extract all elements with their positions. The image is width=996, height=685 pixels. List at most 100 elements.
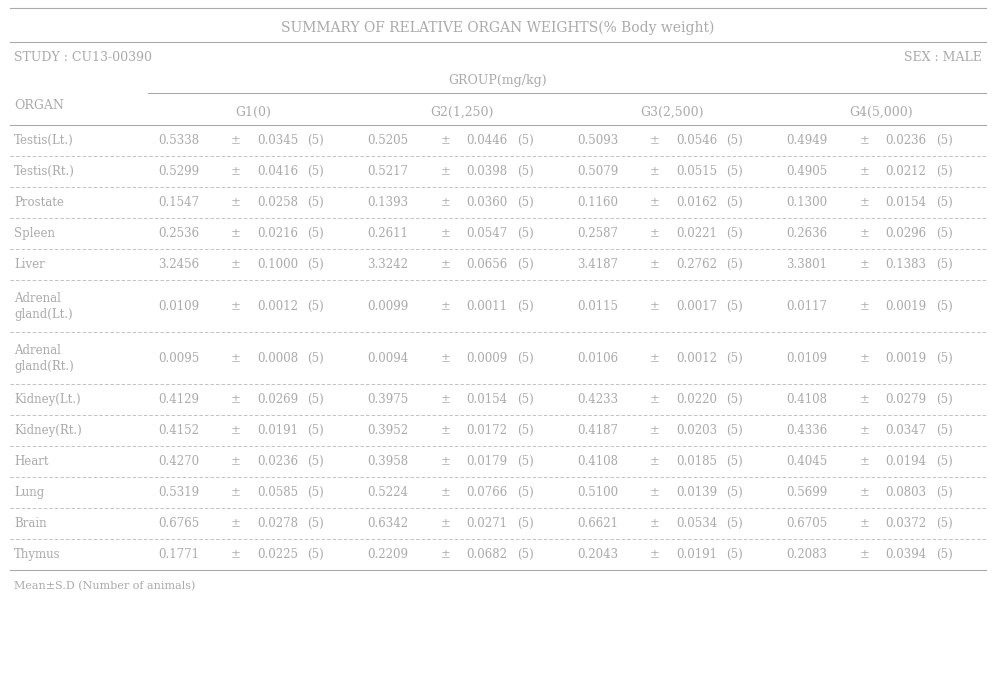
Text: (5): (5) [517, 227, 534, 240]
Text: 0.4270: 0.4270 [158, 455, 199, 468]
Text: 0.0258: 0.0258 [257, 196, 298, 209]
Text: (5): (5) [935, 424, 952, 437]
Text: ±: ± [231, 517, 241, 530]
Text: (5): (5) [935, 351, 952, 364]
Text: 0.6621: 0.6621 [577, 517, 618, 530]
Text: ±: ± [231, 165, 241, 178]
Text: 0.0011: 0.0011 [466, 299, 507, 312]
Text: 0.0009: 0.0009 [466, 351, 508, 364]
Text: 0.0446: 0.0446 [466, 134, 508, 147]
Text: G4(5,000): G4(5,000) [850, 105, 913, 119]
Text: ±: ± [231, 455, 241, 468]
Text: 0.5224: 0.5224 [368, 486, 408, 499]
Text: 0.0279: 0.0279 [885, 393, 926, 406]
Text: 0.0656: 0.0656 [466, 258, 508, 271]
Text: ±: ± [860, 548, 870, 561]
Text: ±: ± [440, 227, 450, 240]
Text: 0.0220: 0.0220 [676, 393, 717, 406]
Text: (5): (5) [307, 548, 324, 561]
Text: 0.0236: 0.0236 [257, 455, 298, 468]
Text: 0.0012: 0.0012 [676, 351, 717, 364]
Text: ±: ± [231, 299, 241, 312]
Text: 0.2636: 0.2636 [787, 227, 828, 240]
Text: (5): (5) [307, 134, 324, 147]
Text: ±: ± [860, 486, 870, 499]
Text: 0.2083: 0.2083 [787, 548, 828, 561]
Text: Adrenal
gland(Rt.): Adrenal gland(Rt.) [14, 343, 74, 373]
Text: 0.1383: 0.1383 [885, 258, 926, 271]
Text: 0.0296: 0.0296 [885, 227, 926, 240]
Text: ±: ± [860, 165, 870, 178]
Text: (5): (5) [935, 393, 952, 406]
Text: 0.5205: 0.5205 [368, 134, 408, 147]
Text: ±: ± [231, 424, 241, 437]
Text: 0.0191: 0.0191 [257, 424, 298, 437]
Text: 0.0008: 0.0008 [257, 351, 298, 364]
Text: Kidney(Lt.): Kidney(Lt.) [14, 393, 81, 406]
Text: ±: ± [231, 134, 241, 147]
Text: 0.0162: 0.0162 [676, 196, 717, 209]
Text: 0.4233: 0.4233 [577, 393, 619, 406]
Text: 0.0278: 0.0278 [257, 517, 298, 530]
Text: ±: ± [650, 424, 660, 437]
Text: ±: ± [650, 165, 660, 178]
Text: (5): (5) [517, 424, 534, 437]
Text: 0.2209: 0.2209 [368, 548, 408, 561]
Text: 0.4187: 0.4187 [577, 424, 618, 437]
Text: 0.0095: 0.0095 [158, 351, 199, 364]
Text: 0.1160: 0.1160 [577, 196, 618, 209]
Text: 0.5079: 0.5079 [577, 165, 619, 178]
Text: 0.2611: 0.2611 [368, 227, 408, 240]
Text: ±: ± [440, 548, 450, 561]
Text: 0.2762: 0.2762 [676, 258, 717, 271]
Text: ±: ± [860, 351, 870, 364]
Text: 0.4108: 0.4108 [577, 455, 618, 468]
Text: ±: ± [860, 393, 870, 406]
Text: ±: ± [860, 424, 870, 437]
Text: Brain: Brain [14, 517, 47, 530]
Text: 0.0515: 0.0515 [676, 165, 717, 178]
Text: ±: ± [440, 486, 450, 499]
Text: (5): (5) [517, 486, 534, 499]
Text: (5): (5) [726, 165, 743, 178]
Text: (5): (5) [726, 517, 743, 530]
Text: 0.0585: 0.0585 [257, 486, 298, 499]
Text: Testis(Rt.): Testis(Rt.) [14, 165, 75, 178]
Text: 0.0394: 0.0394 [885, 548, 926, 561]
Text: ORGAN: ORGAN [14, 99, 64, 112]
Text: 0.0109: 0.0109 [158, 299, 199, 312]
Text: Mean±S.D (Number of animals): Mean±S.D (Number of animals) [14, 581, 195, 591]
Text: 0.0191: 0.0191 [676, 548, 717, 561]
Text: (5): (5) [517, 258, 534, 271]
Text: 0.0154: 0.0154 [885, 196, 926, 209]
Text: 0.6342: 0.6342 [368, 517, 408, 530]
Text: 0.4108: 0.4108 [787, 393, 828, 406]
Text: 0.0185: 0.0185 [676, 455, 717, 468]
Text: 0.0416: 0.0416 [257, 165, 298, 178]
Text: ±: ± [650, 517, 660, 530]
Text: 0.0216: 0.0216 [257, 227, 298, 240]
Text: ±: ± [440, 351, 450, 364]
Text: ±: ± [231, 548, 241, 561]
Text: G1(0): G1(0) [235, 105, 271, 119]
Text: (5): (5) [935, 227, 952, 240]
Text: (5): (5) [935, 486, 952, 499]
Text: (5): (5) [726, 134, 743, 147]
Text: (5): (5) [935, 134, 952, 147]
Text: Testis(Lt.): Testis(Lt.) [14, 134, 74, 147]
Text: GROUP(mg/kg): GROUP(mg/kg) [448, 73, 548, 86]
Text: 0.0099: 0.0099 [368, 299, 408, 312]
Text: 0.2536: 0.2536 [158, 227, 199, 240]
Text: 0.0117: 0.0117 [787, 299, 828, 312]
Text: 0.0534: 0.0534 [676, 517, 717, 530]
Text: 0.4905: 0.4905 [787, 165, 828, 178]
Text: ±: ± [440, 424, 450, 437]
Text: (5): (5) [935, 517, 952, 530]
Text: ±: ± [650, 455, 660, 468]
Text: 0.5699: 0.5699 [787, 486, 828, 499]
Text: (5): (5) [307, 486, 324, 499]
Text: (5): (5) [517, 299, 534, 312]
Text: ±: ± [860, 134, 870, 147]
Text: (5): (5) [935, 299, 952, 312]
Text: ±: ± [860, 258, 870, 271]
